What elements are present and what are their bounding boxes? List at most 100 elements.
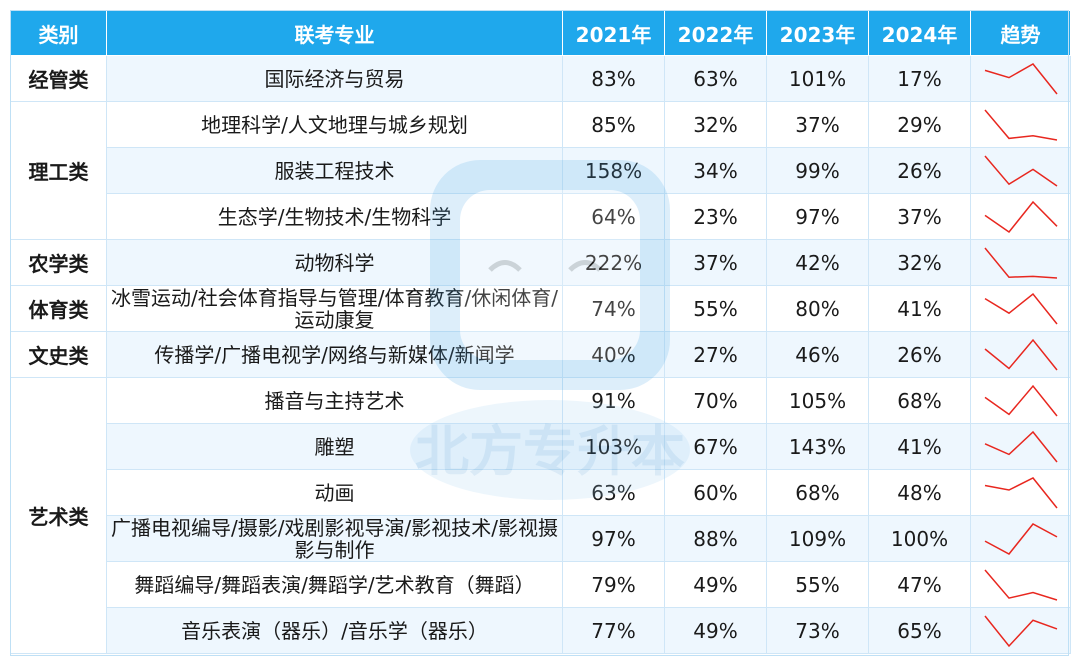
ratio-value-2021: 222%	[562, 239, 665, 286]
major-cell: 国际经济与贸易	[106, 55, 563, 102]
table-row: 文史类 传播学/广播电视学/网络与新媒体/新闻学 40% 27% 46% 26%	[10, 331, 1071, 378]
trend-cell	[970, 423, 1071, 470]
ratio-value-2022: 23%	[664, 193, 767, 240]
trend-line	[984, 292, 1058, 324]
trend-line	[984, 430, 1058, 462]
ratio-value-2022: 55%	[664, 285, 767, 332]
table-row: 艺术类 播音与主持艺术 91% 70% 105% 68%	[10, 377, 1071, 654]
ratio-value-2022: 37%	[664, 239, 767, 286]
major-cell: 服装工程技术	[106, 147, 563, 194]
trend-sparkline	[984, 384, 1058, 416]
ratio-value-2023: 55%	[766, 561, 869, 608]
major-name: 音乐表演（器乐）/音乐学（器乐）	[181, 619, 488, 642]
category-cell: 文史类	[10, 331, 107, 378]
major-name: 广播电视编导/摄影/戏剧影视导演/影视技术/影视摄影与制作	[111, 516, 558, 561]
trend-cell	[970, 239, 1071, 286]
trend-sparkline	[983, 155, 1057, 187]
trend-sparkline	[984, 200, 1058, 233]
table-row: 服装工程技术 158% 34% 99% 26%	[11, 147, 1071, 194]
major-cell: 动物科学	[106, 239, 563, 286]
ratio-value-2024: 17%	[868, 55, 971, 102]
trend-sparkline	[983, 247, 1057, 279]
ratio-value-2021: 77%	[562, 607, 665, 654]
header-2021: 2021年	[562, 10, 665, 56]
ratio-value-2023: 109%	[766, 515, 869, 562]
header-2022: 2022年	[664, 10, 767, 56]
trend-line	[984, 522, 1057, 555]
ratio-value-2021: 85%	[562, 101, 665, 148]
header-trend: 趋势	[970, 10, 1071, 56]
trend-cell	[970, 147, 1071, 194]
trend-line	[983, 109, 1057, 141]
ratio-value-2022: 70%	[664, 377, 767, 424]
table-row: 理工类 地理科学/人文地理与城乡规划 85% 32% 37% 29%	[10, 101, 1071, 240]
ratio-value-2024: 26%	[868, 331, 971, 378]
trend-sparkline	[983, 615, 1057, 647]
major-name: 播音与主持艺术	[264, 389, 405, 412]
trend-line	[983, 615, 1057, 647]
table-row: 动画 63% 60% 68% 48%	[11, 469, 1071, 516]
ratio-value-2021: 63%	[562, 469, 665, 516]
header-category: 类别	[10, 10, 107, 56]
table-row: 音乐表演（器乐）/音乐学（器乐） 77% 49% 73% 65%	[11, 607, 1071, 654]
ratio-table: 类别 联考专业 2021年 2022年 2023年 2024年 趋势 经管类 国际…	[10, 10, 1071, 654]
category-cell: 艺术类	[10, 377, 107, 654]
trend-line	[984, 476, 1058, 508]
major-name: 动画	[314, 481, 355, 504]
trend-cell	[970, 515, 1071, 562]
ratio-value-2024: 47%	[868, 561, 971, 608]
ratio-value-2022: 27%	[664, 331, 767, 378]
table-row: 生态学/生物技术/生物科学 64% 23% 97% 37%	[11, 193, 1071, 240]
major-cell: 舞蹈编导/舞蹈表演/舞蹈学/艺术教育（舞蹈）	[106, 561, 563, 608]
trend-cell	[970, 331, 1071, 378]
ratio-value-2022: 60%	[664, 469, 767, 516]
trend-sparkline	[983, 569, 1057, 601]
major-name: 动物科学	[294, 251, 375, 274]
ratio-value-2024: 68%	[868, 377, 971, 424]
ratio-value-2022: 32%	[664, 101, 767, 148]
ratio-value-2024: 37%	[868, 193, 971, 240]
trend-cell	[970, 377, 1071, 424]
trend-cell	[970, 285, 1071, 332]
table-header-row: 类别 联考专业 2021年 2022年 2023年 2024年 趋势	[10, 10, 1071, 56]
major-name: 国际经济与贸易	[264, 67, 405, 90]
major-name: 传播学/广播电视学/网络与新媒体/新闻学	[154, 343, 515, 366]
table-row: 广播电视编导/摄影/戏剧影视导演/影视技术/影视摄影与制作 97% 88% 109% 1…	[11, 515, 1071, 562]
category-cell: 农学类	[10, 239, 107, 286]
trend-sparkline	[984, 476, 1058, 508]
trend-line	[983, 569, 1057, 601]
ratio-value-2023: 80%	[766, 285, 869, 332]
ratio-value-2024: 26%	[868, 147, 971, 194]
ratio-value-2024: 32%	[868, 239, 971, 286]
ratio-value-2023: 143%	[766, 423, 869, 470]
ratio-value-2024: 65%	[868, 607, 971, 654]
ratio-value-2021: 40%	[562, 331, 665, 378]
table-row: 雕塑 103% 67% 143% 41%	[11, 423, 1071, 470]
major-cell: 生态学/生物技术/生物科学	[106, 193, 563, 240]
major-cell: 冰雪运动/社会体育指导与管理/体育教育/休闲体育/运动康复	[106, 285, 563, 332]
trend-sparkline	[984, 338, 1058, 370]
ratio-value-2021: 83%	[562, 55, 665, 102]
major-cell: 音乐表演（器乐）/音乐学（器乐）	[106, 607, 563, 654]
ratio-value-2022: 49%	[664, 561, 767, 608]
table-row: 体育类 冰雪运动/社会体育指导与管理/体育教育/休闲体育/运动康复 74% 55% 80…	[10, 285, 1071, 332]
header-2024: 2024年	[868, 10, 971, 56]
ratio-value-2021: 97%	[562, 515, 665, 562]
ratio-value-2024: 41%	[868, 423, 971, 470]
major-cell: 地理科学/人文地理与城乡规划	[106, 101, 563, 148]
header-major: 联考专业	[106, 10, 563, 56]
major-name: 生态学/生物技术/生物科学	[217, 205, 452, 228]
category-cell: 体育类	[10, 285, 107, 332]
major-name: 地理科学/人文地理与城乡规划	[201, 113, 468, 136]
major-name: 雕塑	[314, 435, 355, 458]
trend-cell	[970, 469, 1071, 516]
trend-line	[983, 155, 1057, 187]
trend-cell	[970, 193, 1071, 240]
ratio-value-2024: 41%	[868, 285, 971, 332]
ratio-value-2023: 37%	[766, 101, 869, 148]
ratio-value-2023: 73%	[766, 607, 869, 654]
ratio-value-2021: 91%	[562, 377, 665, 424]
ratio-value-2023: 105%	[766, 377, 869, 424]
category-cell: 经管类	[10, 55, 107, 102]
ratio-value-2024: 100%	[868, 515, 971, 562]
